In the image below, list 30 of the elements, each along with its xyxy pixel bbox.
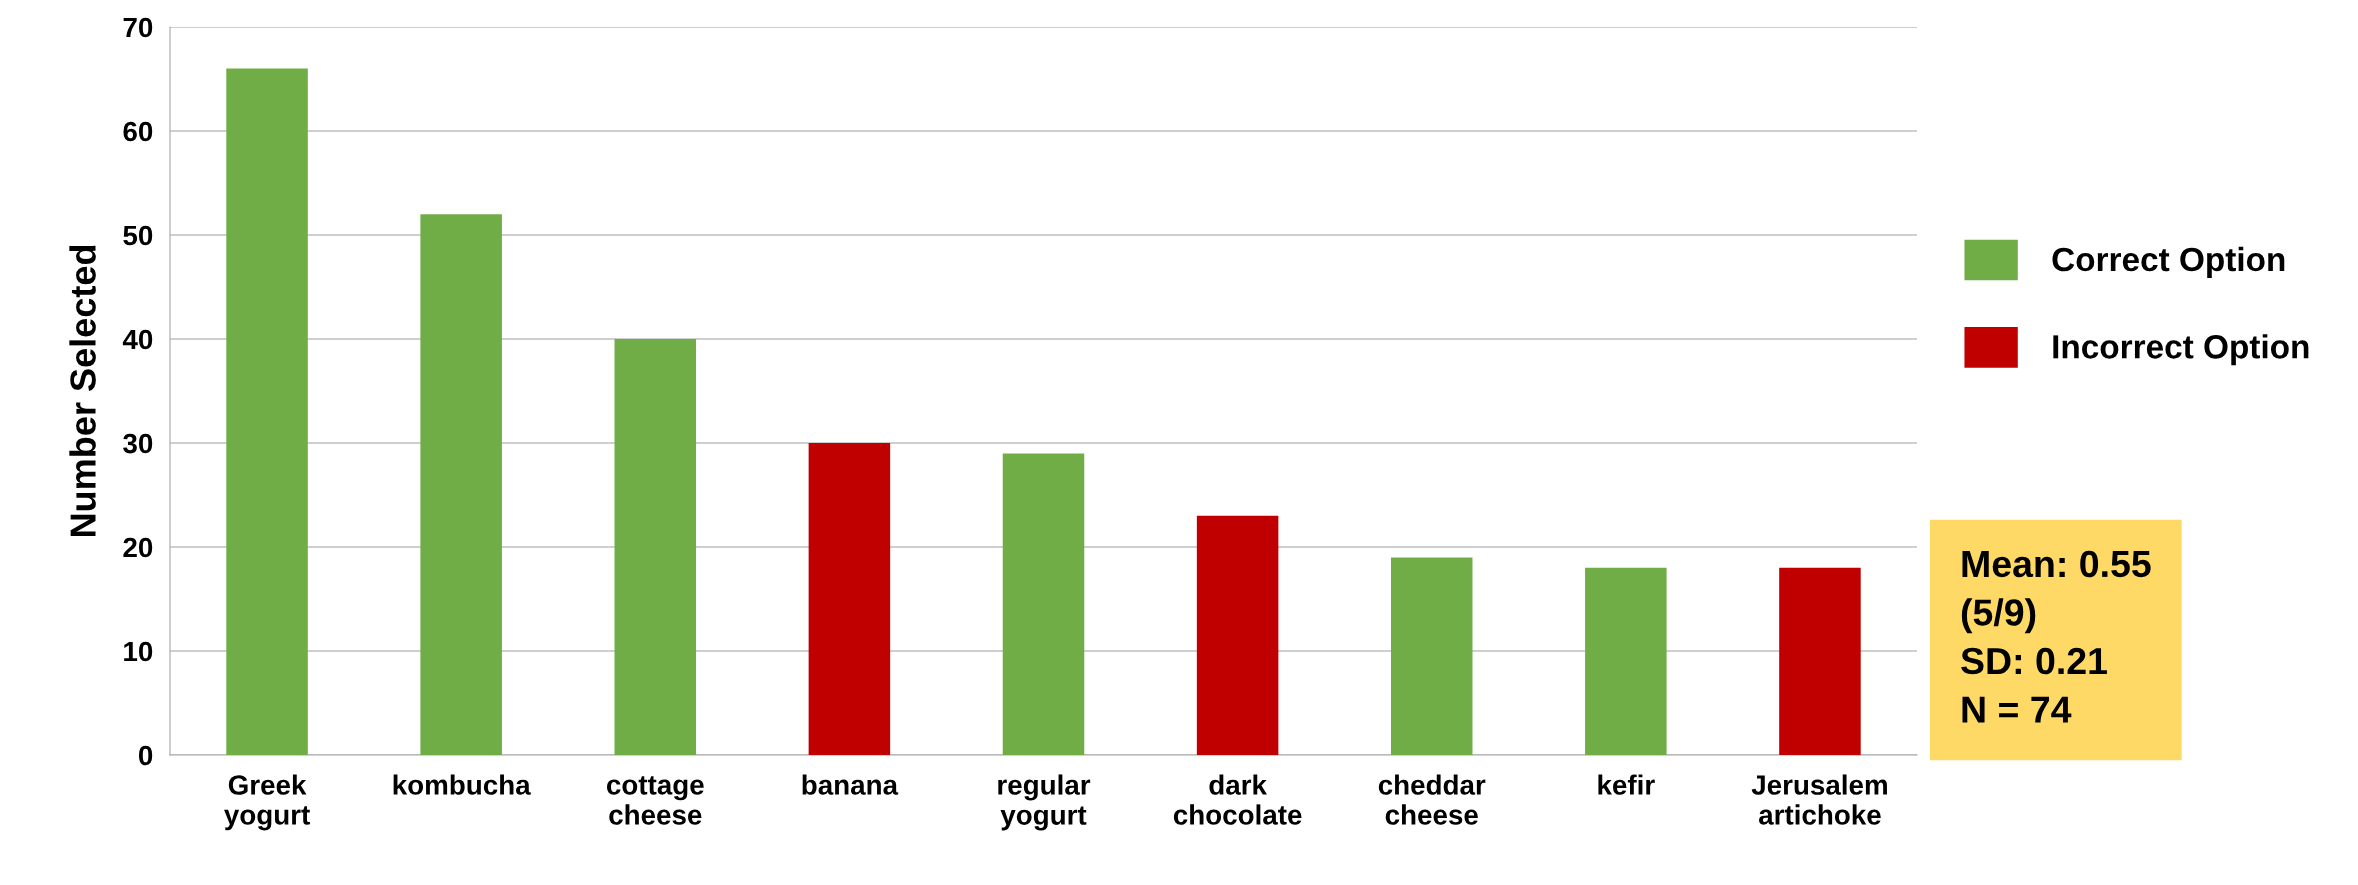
x-tick-label: cheddar cheese <box>1378 774 1486 825</box>
x-tick-label: kefir <box>1598 774 1655 795</box>
bar <box>1002 453 1085 755</box>
legend-label: Correct Option <box>2052 246 2285 278</box>
bar <box>1390 557 1473 755</box>
bar <box>226 68 308 755</box>
y-axis-title: Number Selected <box>69 245 96 537</box>
y-tick-label: 50 <box>123 225 153 246</box>
x-tick-label: kombucha <box>393 774 531 795</box>
x-tick-label: Jerusalem artichoke <box>1751 774 1887 825</box>
bar <box>808 443 891 755</box>
x-tick-label: cottage cheese <box>606 776 704 825</box>
x-tick-label: Greek yogurt <box>224 774 310 831</box>
y-tick-label: 30 <box>123 433 153 454</box>
bar <box>1196 515 1279 755</box>
x-tick-label: dark chocolate <box>1173 774 1302 825</box>
bar <box>1585 567 1667 755</box>
y-tick-label: 10 <box>124 641 153 662</box>
bar <box>420 214 502 755</box>
y-tick-label: 0 <box>138 745 153 766</box>
y-tick-label: 70 <box>123 17 153 38</box>
x-tick-label: banana <box>802 774 899 795</box>
x-tick-label: regular yogurt <box>998 774 1091 831</box>
y-tick-label: 20 <box>123 537 153 558</box>
bar <box>614 339 697 755</box>
y-tick-label: 60 <box>123 121 153 142</box>
legend-label: Incorrect Option <box>2053 334 2309 366</box>
text: Mean: 0.55 (5/9) SD: 0.21 N = 74 <box>1961 550 2151 723</box>
y-tick-label: 40 <box>122 329 153 350</box>
bar <box>1779 567 1861 755</box>
